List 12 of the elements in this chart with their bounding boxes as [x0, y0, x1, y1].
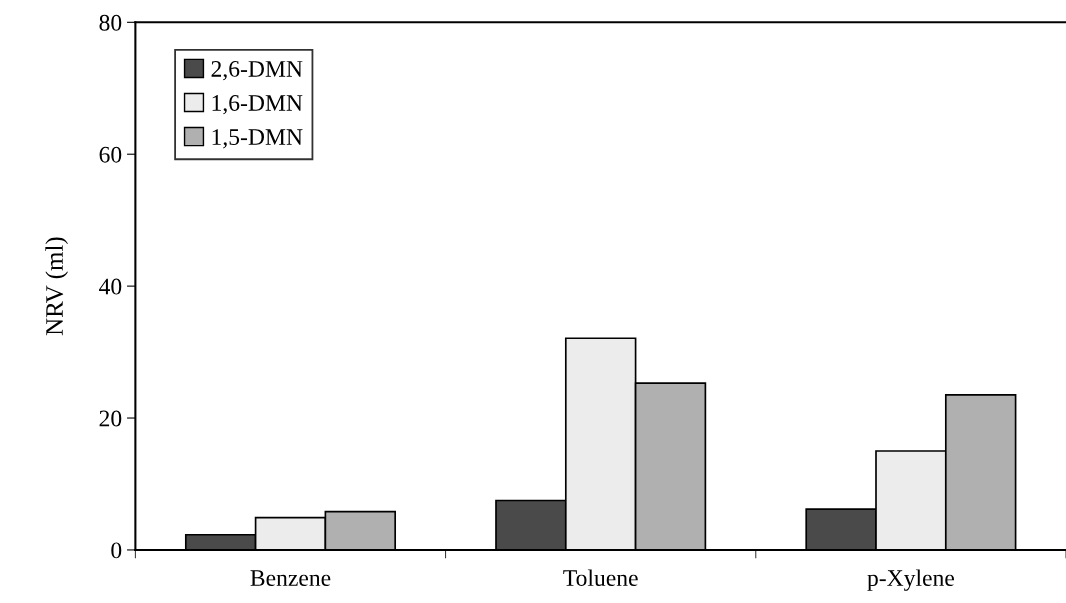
x-tick-label: Toluene [563, 569, 638, 586]
x-tick-label: Benzene [250, 570, 331, 586]
y-tick-label: 0 [111, 542, 122, 559]
y-tick-label: 60 [99, 146, 122, 163]
y-tick-label: 20 [99, 410, 122, 427]
legend-label: 2,6-DMN [211, 60, 303, 81]
legend-label: 1,6-DMN [212, 95, 303, 115]
legend-label: 1,5-DMN [212, 129, 303, 149]
y-axis-title: NRV (ml) [45, 237, 69, 336]
y-tick-label: 80 [99, 14, 122, 31]
y-tick-label: 40 [99, 278, 122, 295]
x-tick-label: p-Xylene [867, 569, 954, 591]
